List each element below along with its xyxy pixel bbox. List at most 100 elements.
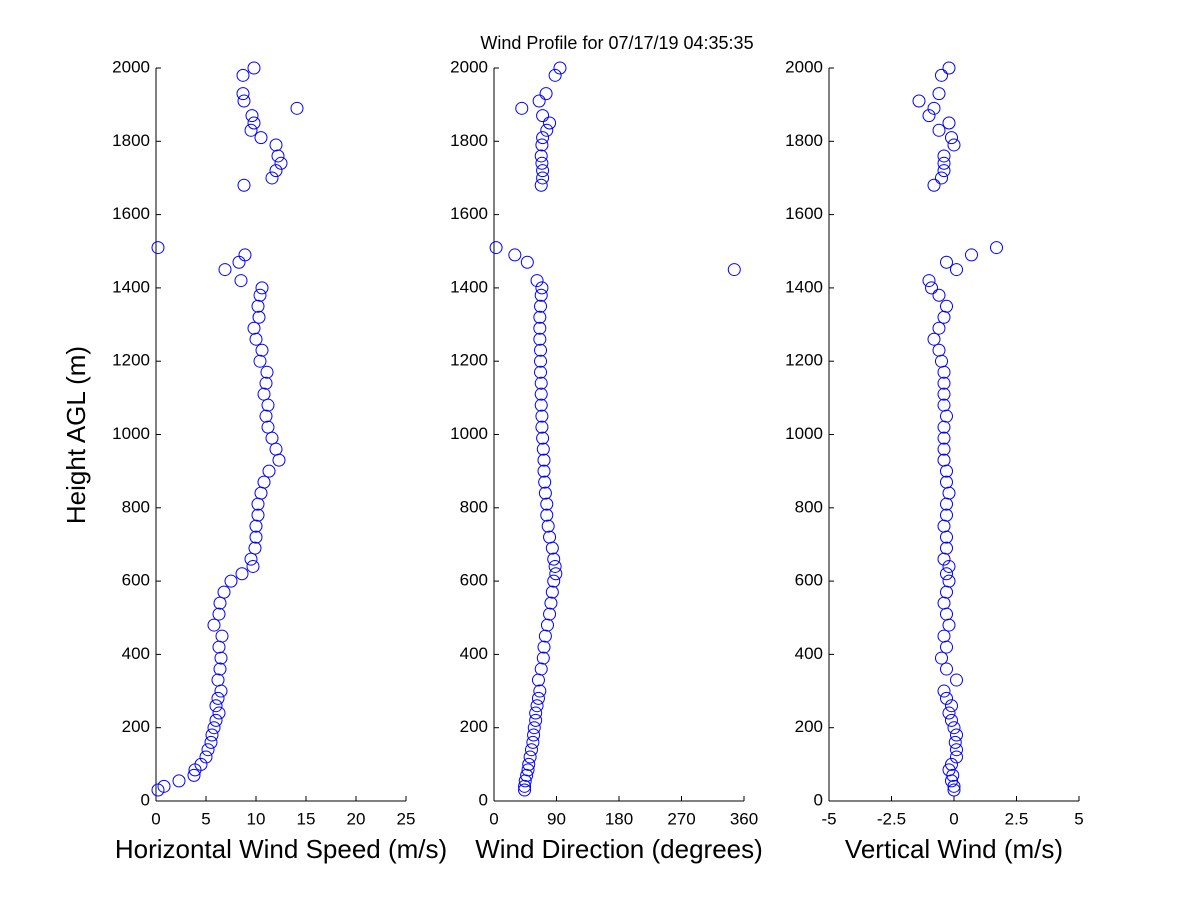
y-tick-label: 1400 — [785, 277, 823, 296]
point — [541, 519, 555, 533]
point — [935, 651, 948, 665]
point — [214, 684, 228, 698]
point — [942, 116, 956, 130]
point — [213, 662, 227, 676]
point — [534, 178, 548, 192]
point — [543, 530, 557, 544]
point — [265, 171, 279, 185]
y-tick-label: 600 — [460, 571, 488, 590]
point — [515, 101, 529, 115]
point — [727, 263, 741, 277]
point — [534, 288, 548, 302]
point — [965, 248, 978, 262]
point — [935, 68, 948, 82]
x-axis-label: Vertical Wind (m/s) — [845, 834, 1063, 864]
point — [536, 171, 550, 185]
point — [522, 757, 536, 771]
point — [538, 629, 552, 643]
point — [253, 354, 267, 368]
point — [536, 442, 550, 456]
point — [940, 497, 953, 511]
point — [927, 178, 941, 192]
point — [950, 263, 963, 277]
y-tick-label: 0 — [479, 790, 488, 809]
point — [249, 530, 263, 544]
point — [245, 109, 259, 123]
point — [945, 131, 958, 145]
point — [937, 684, 951, 698]
x-tick-label: 5 — [201, 809, 210, 828]
point — [940, 691, 953, 705]
point — [940, 299, 953, 313]
y-tick-label: 800 — [122, 497, 150, 516]
point — [244, 552, 258, 566]
y-tick-label: 1600 — [450, 204, 488, 223]
point — [553, 61, 567, 75]
point — [534, 376, 548, 390]
point — [529, 706, 543, 720]
point — [257, 387, 271, 401]
point — [535, 409, 549, 423]
x-tick-label: 10 — [247, 809, 266, 828]
point — [211, 673, 225, 687]
y-tick-label: 2000 — [112, 57, 150, 76]
point — [538, 486, 552, 500]
point — [217, 585, 231, 599]
point — [269, 442, 283, 456]
point — [937, 376, 951, 390]
point — [948, 735, 962, 749]
point — [947, 783, 961, 797]
point — [932, 288, 946, 302]
point — [540, 508, 554, 522]
point — [937, 387, 951, 401]
point — [950, 728, 963, 742]
point — [489, 241, 503, 255]
point — [290, 101, 304, 115]
point — [211, 691, 225, 705]
point — [534, 343, 548, 357]
point — [259, 376, 273, 390]
point — [540, 618, 554, 632]
point — [532, 94, 546, 108]
point — [937, 164, 951, 178]
point — [942, 486, 956, 500]
point — [187, 768, 201, 782]
point — [534, 387, 548, 401]
point — [535, 156, 549, 170]
y-tick-label: 400 — [460, 644, 488, 663]
x-tick-label: -2.5 — [877, 809, 906, 828]
point — [234, 274, 248, 288]
point — [531, 673, 545, 687]
point — [940, 475, 953, 489]
point — [247, 116, 261, 130]
point — [251, 508, 265, 522]
y-tick-label: 1400 — [112, 277, 150, 296]
point — [950, 743, 963, 757]
x-tick-label: 90 — [547, 809, 566, 828]
point — [937, 310, 951, 324]
x-tick-label: 15 — [297, 809, 316, 828]
point — [940, 541, 953, 555]
point — [942, 574, 956, 588]
point — [549, 567, 563, 581]
point — [249, 332, 263, 346]
point — [207, 721, 221, 735]
point — [545, 541, 559, 555]
point — [272, 453, 286, 467]
y-tick-label: 600 — [795, 571, 823, 590]
point — [527, 728, 541, 742]
point — [530, 699, 544, 713]
point — [201, 743, 215, 757]
y-tick-label: 2000 — [785, 57, 823, 76]
point — [518, 779, 532, 793]
point — [937, 431, 951, 445]
point — [238, 248, 252, 262]
point — [534, 354, 548, 368]
y-axis-label: Height AGL (m) — [61, 346, 91, 524]
point — [212, 607, 226, 621]
point — [247, 321, 261, 335]
point — [254, 131, 268, 145]
x-tick-label: 25 — [397, 809, 416, 828]
y-tick-label: 1000 — [112, 424, 150, 443]
point — [232, 255, 246, 269]
